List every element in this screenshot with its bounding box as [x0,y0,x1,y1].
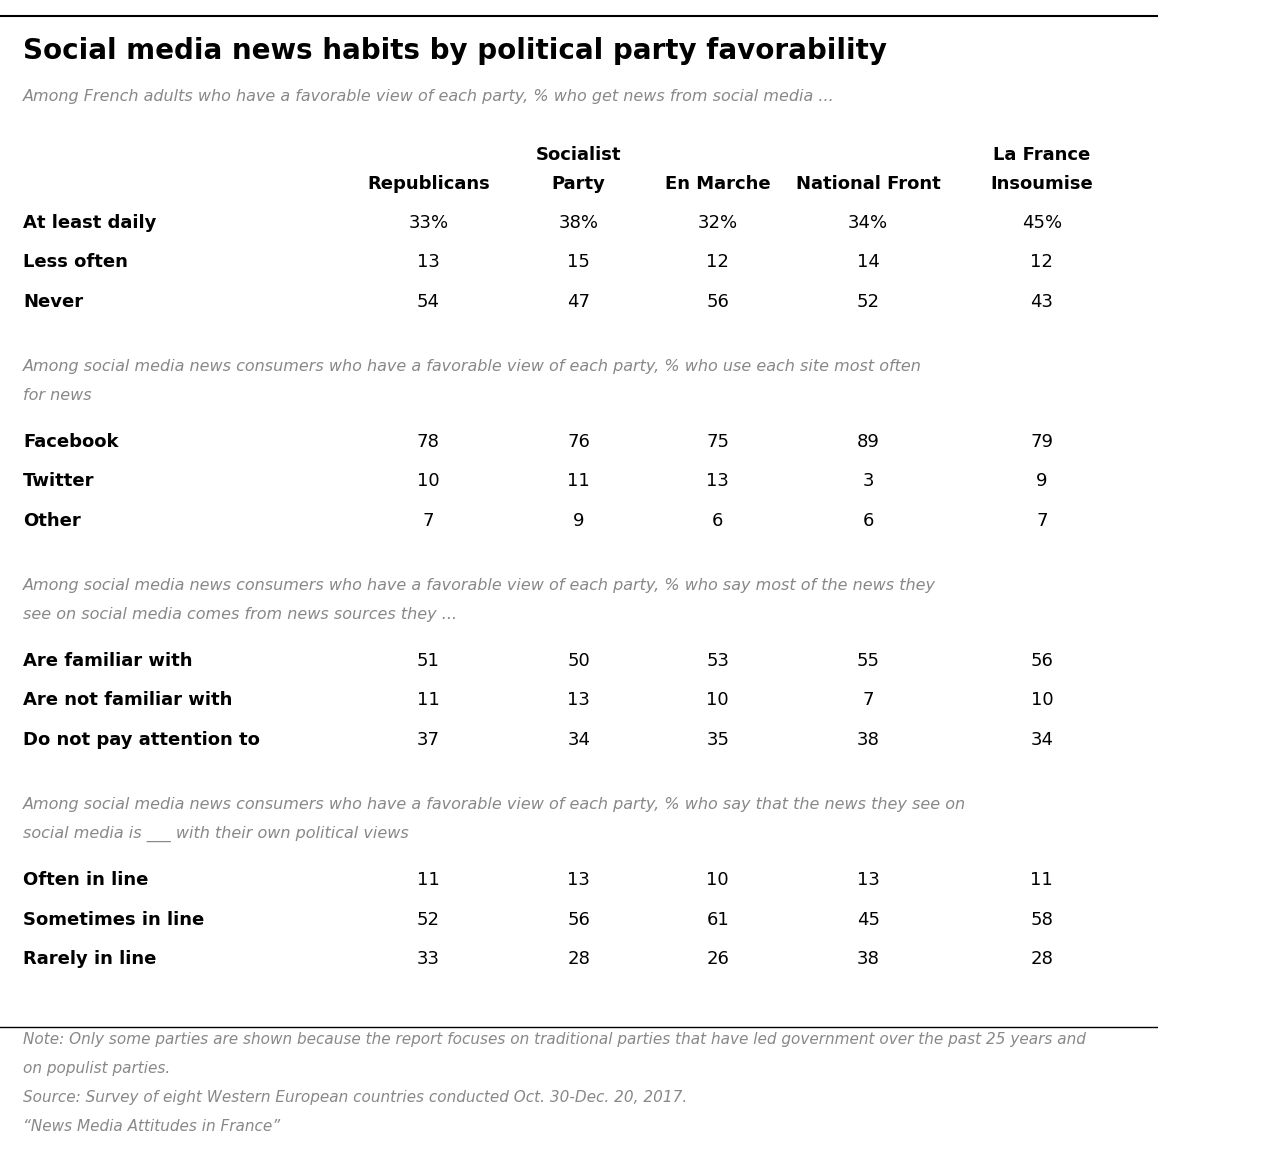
Text: Facebook: Facebook [23,433,119,451]
Text: En Marche: En Marche [665,175,771,193]
Text: 34%: 34% [848,214,888,231]
Text: 33%: 33% [408,214,448,231]
Text: 55: 55 [857,652,880,670]
Text: Republicans: Republicans [367,175,490,193]
Text: 32%: 32% [698,214,738,231]
Text: Source: Survey of eight Western European countries conducted Oct. 30-Dec. 20, 20: Source: Survey of eight Western European… [23,1090,688,1105]
Text: on populist parties.: on populist parties. [23,1061,170,1076]
Text: Often in line: Often in line [23,871,149,889]
Text: 13: 13 [568,691,591,709]
Text: 7: 7 [1036,512,1047,530]
Text: National Front: National Front [796,175,940,193]
Text: 43: 43 [1030,293,1054,311]
Text: 45: 45 [857,911,880,929]
Text: 56: 56 [1030,652,1054,670]
Text: Twitter: Twitter [23,473,95,491]
Text: Among social media news consumers who have a favorable view of each party, % who: Among social media news consumers who ha… [23,797,967,812]
Text: 11: 11 [568,473,591,491]
Text: 34: 34 [1030,731,1054,749]
Text: 13: 13 [707,473,729,491]
Text: 7: 7 [423,512,434,530]
Text: Are familiar with: Are familiar with [23,652,193,670]
Text: Are not familiar with: Are not familiar with [23,691,232,709]
Text: Among social media news consumers who have a favorable view of each party, % who: Among social media news consumers who ha… [23,578,936,593]
Text: Never: Never [23,293,83,311]
Text: 13: 13 [857,871,880,889]
Text: At least daily: At least daily [23,214,156,231]
Text: 52: 52 [416,911,440,929]
Text: 3: 3 [862,473,875,491]
Text: 61: 61 [707,911,729,929]
Text: 76: 76 [568,433,591,451]
Text: 13: 13 [568,871,591,889]
Text: 10: 10 [416,473,439,491]
Text: Less often: Less often [23,253,127,271]
Text: 7: 7 [862,691,875,709]
Text: 37: 37 [416,731,440,749]
Text: 53: 53 [707,652,729,670]
Text: 58: 58 [1030,911,1054,929]
Text: “News Media Attitudes in France”: “News Media Attitudes in France” [23,1119,280,1134]
Text: 38: 38 [857,731,880,749]
Text: Rarely in line: Rarely in line [23,950,156,968]
Text: 6: 6 [712,512,723,530]
Text: Sometimes in line: Sometimes in line [23,911,204,929]
Text: 78: 78 [416,433,439,451]
Text: 10: 10 [707,691,729,709]
Text: 15: 15 [568,253,591,271]
Text: 12: 12 [707,253,729,271]
Text: 50: 50 [568,652,591,670]
Text: Social media news habits by political party favorability: Social media news habits by political pa… [23,36,887,64]
Text: 34: 34 [568,731,591,749]
Text: 10: 10 [707,871,729,889]
Text: 45%: 45% [1022,214,1061,231]
Text: 56: 56 [568,911,591,929]
Text: 10: 10 [1031,691,1054,709]
Text: 35: 35 [707,731,729,749]
Text: 14: 14 [857,253,880,271]
Text: 9: 9 [1036,473,1047,491]
Text: Socialist: Socialist [536,146,622,164]
Text: Among French adults who have a favorable view of each party, % who get news from: Among French adults who have a favorable… [23,89,835,104]
Text: 54: 54 [416,293,440,311]
Text: 75: 75 [707,433,729,451]
Text: for news: for news [23,388,92,403]
Text: 11: 11 [416,871,439,889]
Text: 38%: 38% [559,214,598,231]
Text: 13: 13 [416,253,439,271]
Text: 89: 89 [857,433,880,451]
Text: 56: 56 [707,293,729,311]
Text: Do not pay attention to: Do not pay attention to [23,731,260,749]
Text: Other: Other [23,512,81,530]
Text: La France: La France [993,146,1090,164]
Text: 11: 11 [1031,871,1054,889]
Text: see on social media comes from news sources they ...: see on social media comes from news sour… [23,607,457,623]
Text: 6: 6 [862,512,873,530]
Text: 33: 33 [416,950,440,968]
Text: Party: Party [551,175,606,193]
Text: Among social media news consumers who have a favorable view of each party, % who: Among social media news consumers who ha… [23,359,923,374]
Text: 79: 79 [1030,433,1054,451]
Text: 9: 9 [573,512,584,530]
Text: 38: 38 [857,950,880,968]
Text: Insoumise: Insoumise [991,175,1093,193]
Text: 28: 28 [568,950,591,968]
Text: Note: Only some parties are shown because the report focuses on traditional part: Note: Only some parties are shown becaus… [23,1031,1087,1047]
Text: 28: 28 [1030,950,1054,968]
Text: 52: 52 [857,293,880,311]
Text: 11: 11 [416,691,439,709]
Text: 51: 51 [416,652,439,670]
Text: 26: 26 [707,950,729,968]
Text: social media is ___ with their own political views: social media is ___ with their own polit… [23,826,409,842]
Text: 47: 47 [568,293,591,311]
Text: 12: 12 [1030,253,1054,271]
